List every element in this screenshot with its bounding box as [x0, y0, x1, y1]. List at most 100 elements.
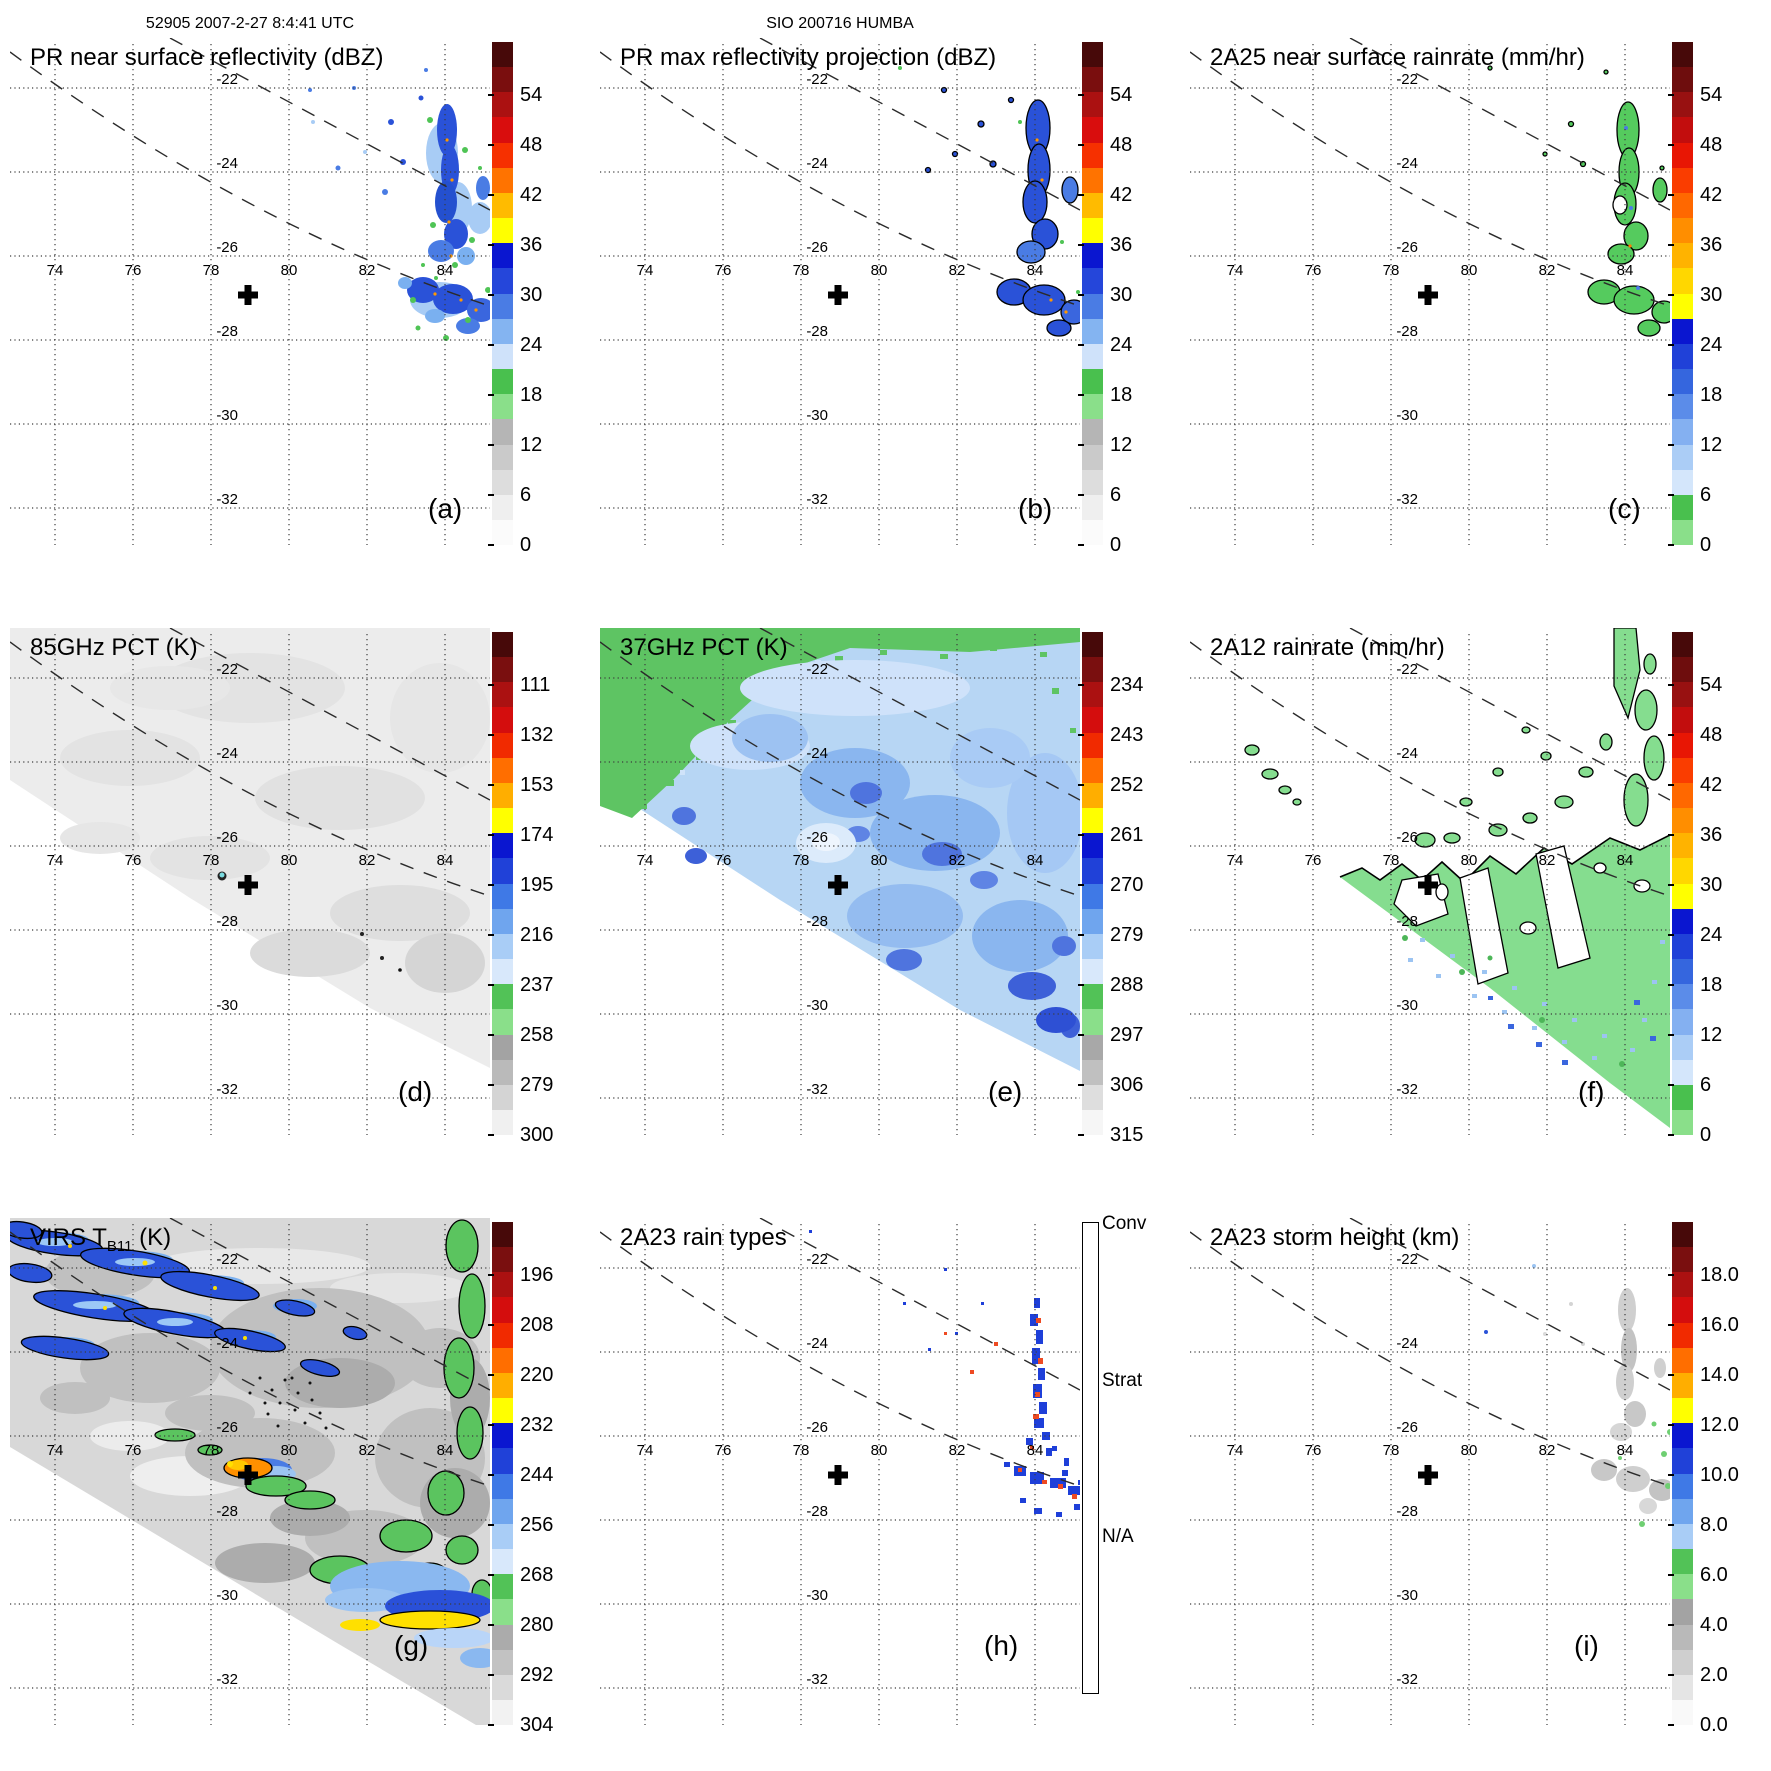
- panel-title-text: 37GHz PCT (K): [620, 634, 788, 661]
- colorbar-segment: [492, 908, 513, 934]
- colorbar-tick-label: 30: [520, 283, 543, 306]
- colorbar-segment: [492, 933, 513, 960]
- colorbar-segment: [1672, 1423, 1693, 1449]
- lon-tick-label: 82: [1538, 852, 1556, 869]
- colorbar-segment: [1082, 218, 1103, 244]
- colorbar-tick-label: 30: [1110, 283, 1133, 306]
- colorbar-segment: [492, 682, 513, 708]
- colorbar-segment: [1082, 268, 1103, 294]
- colorbar-tick: [1668, 1673, 1674, 1676]
- lon-tick-label: 84: [1026, 1442, 1044, 1459]
- lon-tick-label: 74: [636, 852, 654, 869]
- colorbar-tick-label: 48: [1700, 133, 1723, 156]
- lon-tick-label: 80: [1460, 262, 1478, 279]
- colorbar-segment: [1672, 1473, 1693, 1499]
- colorbar-segment: [492, 1523, 513, 1550]
- colorbar-tick: [1668, 1373, 1674, 1376]
- colorbar-segment: [1672, 1448, 1693, 1474]
- map-plot-c: [1190, 38, 1670, 545]
- colorbar-tick-label: 36: [520, 233, 543, 256]
- colorbar-tick: [1668, 1133, 1674, 1136]
- colorbar-segment: [1082, 1009, 1103, 1035]
- lon-tick-label: 80: [870, 262, 888, 279]
- lat-tick-label: -28: [806, 1503, 828, 1520]
- lon-tick-label: 82: [948, 852, 966, 869]
- colorbar-tick: [488, 1473, 494, 1476]
- colorbar-segment: [1082, 192, 1103, 219]
- colorbar-segment: [1672, 1523, 1693, 1550]
- colorbar-segment: [1082, 318, 1103, 344]
- colorbar-tick-label: 30: [1700, 283, 1723, 306]
- colorbar-segment: [1082, 707, 1103, 733]
- colorbar-tick: [488, 243, 494, 246]
- colorbar-segment: [1672, 1498, 1693, 1524]
- map-canvas-f: [1190, 628, 1670, 1135]
- lat-tick-label: -24: [1396, 1335, 1418, 1352]
- colorbar-segment: [1672, 883, 1693, 909]
- colorbar-segment: [1082, 808, 1103, 834]
- colorbar-tick-label: 0: [1110, 533, 1122, 556]
- storm-center-cross: [828, 1465, 848, 1485]
- colorbar-segment: [1082, 243, 1103, 269]
- lat-tick-label: -30: [806, 997, 828, 1014]
- colorbar-segment: [492, 757, 513, 783]
- colorbar-tick: [488, 1723, 494, 1726]
- colorbar-tick: [1078, 93, 1084, 96]
- colorbar-segment: [492, 833, 513, 859]
- colorbar-tick-label: 111: [520, 673, 551, 696]
- lat-tick-label: -28: [216, 913, 238, 930]
- colorbar-segment: [492, 808, 513, 834]
- lon-tick-label: 74: [636, 1442, 654, 1459]
- colorbar-segment: [492, 1059, 513, 1085]
- lat-tick-label: -28: [1396, 323, 1418, 340]
- colorbar-tick: [488, 1523, 494, 1526]
- colorbar-tick: [488, 1033, 494, 1036]
- colorbar-segment: [1672, 1009, 1693, 1035]
- lon-tick-label: 74: [46, 852, 64, 869]
- lon-tick-label: 76: [1304, 1442, 1322, 1459]
- colorbar-tick-label: 196: [520, 1263, 554, 1286]
- colorbar-segment: [1082, 883, 1103, 909]
- colorbar-tick-label: 6: [1700, 483, 1712, 506]
- colorbar-tick: [1668, 1323, 1674, 1326]
- colorbar-segment: [1672, 808, 1693, 834]
- colorbar-tick: [1078, 443, 1084, 446]
- lon-tick-label: 82: [1538, 1442, 1556, 1459]
- colorbar-segment: [492, 1297, 513, 1323]
- colorbar-tick-label: 216: [520, 923, 554, 946]
- lon-tick-label: 78: [792, 262, 810, 279]
- colorbar-segment: [1672, 1297, 1693, 1323]
- lat-tick-label: -26: [216, 239, 238, 256]
- colorbar-tick: [1078, 683, 1084, 686]
- colorbar-tick-label: 48: [520, 133, 543, 156]
- colorbar-segment: [492, 1347, 513, 1373]
- storm-center-cross: [1418, 1465, 1438, 1485]
- colorbar-tick-label: 48: [1700, 723, 1723, 746]
- colorbar-segment: [1672, 293, 1693, 319]
- colorbar-segment: [1672, 117, 1693, 143]
- panel-title-text: 2A23 storm height (km): [1210, 1224, 1460, 1251]
- colorbar-tick: [1668, 1423, 1674, 1426]
- lat-tick-label: -26: [806, 829, 828, 846]
- colorbar-segment: [492, 632, 513, 658]
- panel-a: PR near surface reflectivity (dBZ) 74 76 78…: [0, 0, 590, 590]
- colorbar-tick: [1078, 983, 1084, 986]
- colorbar-tick-label: 12: [1700, 433, 1723, 456]
- colorbar-tick-label: 54: [1700, 83, 1723, 106]
- raintype-label: Conv: [1102, 1213, 1147, 1234]
- lat-tick-label: -28: [1396, 1503, 1418, 1520]
- map-canvas-i: [1190, 1218, 1670, 1725]
- colorbar-tick: [1078, 193, 1084, 196]
- colorbar-tick-label: 0.0: [1700, 1713, 1728, 1736]
- colorbar-tick: [1668, 733, 1674, 736]
- colorbar-tick: [1078, 243, 1084, 246]
- colorbar-tick-label: 24: [1700, 333, 1723, 356]
- lon-tick-label: 82: [948, 1442, 966, 1459]
- lat-tick-label: -24: [1396, 745, 1418, 762]
- colorbar-tick: [1078, 733, 1084, 736]
- panel-title-text: VIRS T: [30, 1224, 107, 1251]
- lat-tick-label: -28: [806, 323, 828, 340]
- lon-tick-label: 80: [870, 852, 888, 869]
- lat-tick-label: -26: [1396, 239, 1418, 256]
- colorbar-tick: [488, 443, 494, 446]
